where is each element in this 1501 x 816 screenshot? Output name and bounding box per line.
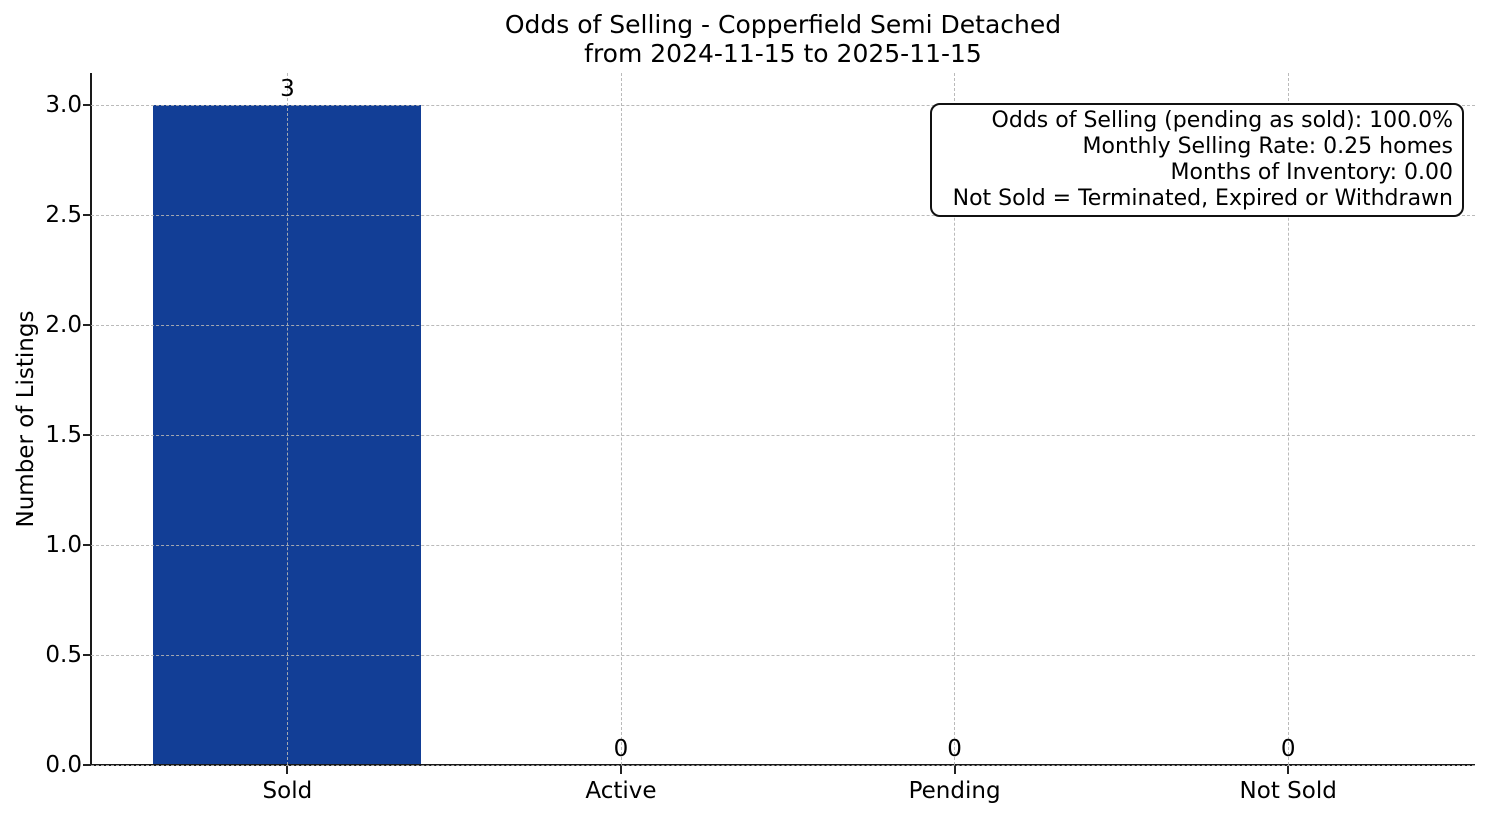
- annotation-line: Odds of Selling (pending as sold): 100.0…: [991, 108, 1453, 133]
- y-axis-label-text: Number of Listings: [13, 310, 39, 528]
- gridline-horizontal: [91, 654, 1475, 656]
- stats-annotation-box: Odds of Selling (pending as sold): 100.0…: [930, 103, 1464, 217]
- bar-value-label: 3: [280, 76, 295, 102]
- gridline-horizontal: [91, 544, 1475, 546]
- x-tick-label: Sold: [262, 778, 313, 804]
- x-tick-mark: [286, 766, 289, 774]
- y-tick-mark: [83, 214, 91, 216]
- gridline-horizontal: [91, 764, 1475, 766]
- bar-value-label: 0: [1280, 736, 1296, 762]
- y-tick-label: 2.5: [45, 202, 82, 228]
- y-tick-mark: [83, 104, 91, 106]
- bar-value-label: 0: [613, 736, 629, 762]
- chart-title-line1: Odds of Selling - Copperfield Semi Detac…: [504, 10, 1062, 39]
- y-tick-label: 3.0: [45, 92, 82, 118]
- bar-value-label: 0: [947, 736, 962, 762]
- chart-title-line2: from 2024-11-15 to 2025-11-15: [584, 39, 982, 68]
- x-tick-label: Active: [585, 778, 657, 804]
- gridline-horizontal: [91, 214, 1475, 216]
- y-tick-mark: [83, 764, 91, 766]
- annotation-line: Monthly Selling Rate: 0.25 homes: [1082, 134, 1453, 159]
- y-axis-spine: [90, 73, 92, 766]
- gridline-horizontal: [91, 104, 1475, 106]
- y-tick-label: 1.5: [45, 422, 82, 448]
- gridline-vertical: [954, 73, 956, 765]
- gridline-vertical: [286, 73, 288, 765]
- annotation-line: Months of Inventory: 0.00: [1170, 160, 1453, 185]
- annotation-line: Not Sold = Terminated, Expired or Withdr…: [952, 186, 1453, 211]
- y-tick-mark: [83, 324, 91, 326]
- y-tick-mark: [83, 654, 91, 656]
- gridline-vertical: [620, 73, 622, 765]
- gridline-vertical: [1287, 73, 1289, 765]
- y-tick-label: 2.0: [45, 312, 82, 338]
- y-tick-label: 1.0: [45, 532, 82, 558]
- x-tick-mark: [953, 766, 956, 774]
- gridline-horizontal: [91, 324, 1475, 326]
- x-tick-label: Pending: [908, 778, 1001, 804]
- gridline-horizontal: [91, 434, 1475, 436]
- x-tick-mark: [1287, 766, 1290, 774]
- y-tick-label: 0.5: [45, 642, 82, 668]
- chart-title: Odds of Selling - Copperfield Semi Detac…: [91, 10, 1475, 68]
- x-tick-mark: [620, 766, 622, 774]
- y-tick-mark: [83, 544, 91, 546]
- y-tick-mark: [83, 434, 91, 436]
- x-tick-label: Not Sold: [1239, 778, 1337, 804]
- y-tick-label: 0.0: [45, 752, 82, 778]
